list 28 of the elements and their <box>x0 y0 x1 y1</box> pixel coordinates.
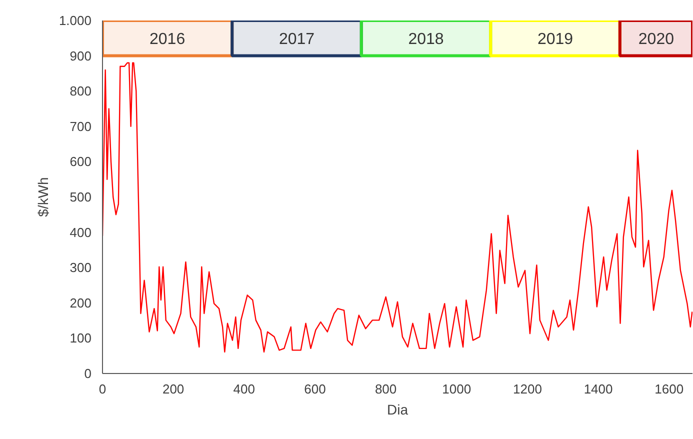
y-tick-label: 400 <box>70 224 92 240</box>
band-label: 2020 <box>638 31 674 48</box>
x-tick-label: 1400 <box>584 382 613 396</box>
y-tick-label: 700 <box>70 118 92 134</box>
line-series <box>102 62 692 353</box>
y-tick-label: 100 <box>70 330 92 346</box>
x-tick-label: 200 <box>162 382 184 396</box>
band-label: 2017 <box>278 31 315 48</box>
y-tick-label: 500 <box>70 190 92 204</box>
x-tick-label: 1000 <box>442 382 472 396</box>
y-tick-label: 300 <box>70 260 92 276</box>
x-tick-label: 0 <box>98 382 106 396</box>
x-tick-label: 1600 <box>654 382 684 396</box>
band-label: 2016 <box>150 31 186 48</box>
x-tick-label: 800 <box>374 382 397 396</box>
x-tick-label: 1200 <box>513 382 542 396</box>
y-tick-label: 800 <box>70 84 92 99</box>
y-tick-label: 600 <box>70 154 92 170</box>
band-label: 2019 <box>537 31 574 48</box>
y-axis-title: $/kWh <box>34 177 51 217</box>
band-label: 2018 <box>408 31 444 48</box>
x-tick-label: 400 <box>233 382 256 396</box>
x-tick-label: 600 <box>304 382 326 396</box>
y-tick-label: 0 <box>84 366 92 381</box>
y-tick-label: 900 <box>70 48 92 64</box>
y-tick-label: 1.000 <box>58 13 92 28</box>
x-axis-title: Dia <box>386 402 408 418</box>
y-tick-label: 200 <box>70 295 92 310</box>
